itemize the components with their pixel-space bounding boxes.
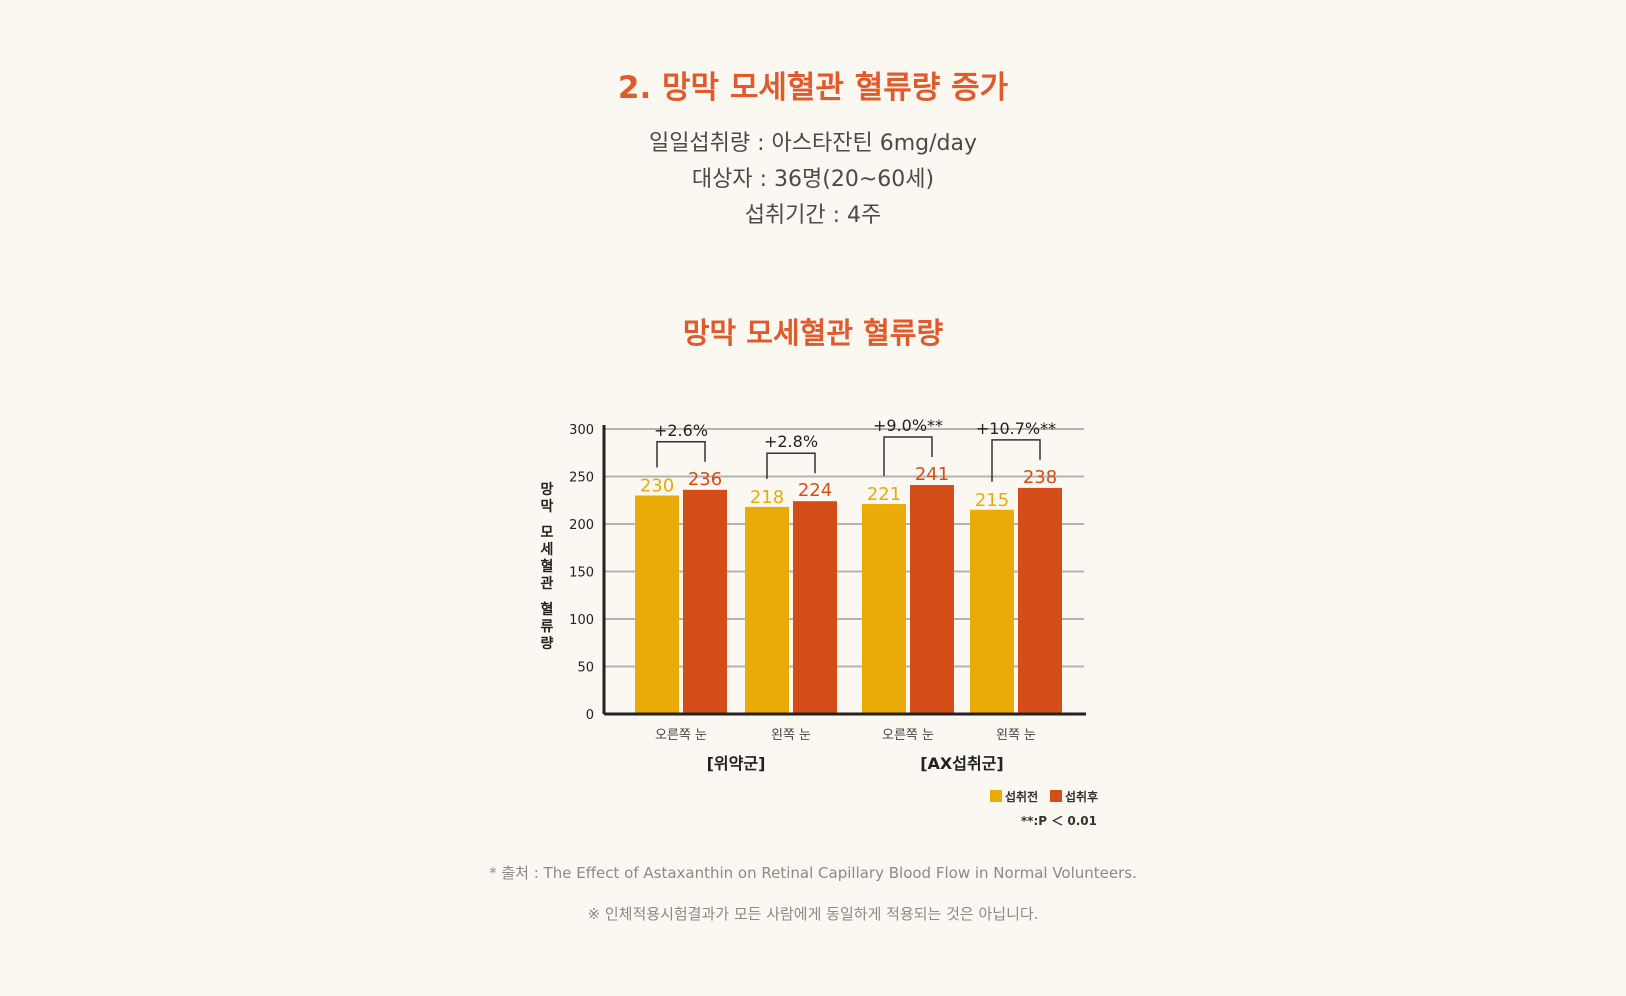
significance-bracket xyxy=(883,436,933,477)
bar-before xyxy=(745,506,789,714)
source-citation: * 출처 : The Effect of Astaxanthin on Reti… xyxy=(489,864,1137,882)
bar-before xyxy=(970,509,1014,714)
bar-before xyxy=(862,504,906,714)
value-label-before: 218 xyxy=(750,487,784,508)
significance-bracket xyxy=(991,439,1041,482)
y-tick-label: 0 xyxy=(586,708,594,723)
y-axis-label-char: 량 xyxy=(541,636,554,652)
legend-swatch-before xyxy=(990,790,1002,802)
y-tick-label: 100 xyxy=(569,613,594,628)
y-tick-label: 150 xyxy=(569,566,594,581)
y-tick-label: 200 xyxy=(569,518,594,533)
y-axis-label-char: 모 xyxy=(541,525,554,541)
y-tick-label: 300 xyxy=(569,423,594,438)
bar-after xyxy=(1018,487,1062,714)
y-tick-label: 50 xyxy=(577,661,594,676)
group-label: [AX섭취군] xyxy=(920,754,1004,773)
x-category-label: 왼쪽 눈 xyxy=(996,728,1036,743)
legend-label-after: 섭취후 xyxy=(1065,789,1098,804)
value-label-after: 236 xyxy=(688,469,722,490)
subjects-text: 대상자 : 36명(20~60세) xyxy=(691,167,935,192)
y-axis-label-char: 세 xyxy=(541,542,554,558)
y-axis-label-char: 막 xyxy=(541,498,554,515)
value-label-before: 215 xyxy=(975,490,1009,511)
daily-intake-text: 일일섭취량 : 아스타잔틴 6mg/day xyxy=(648,131,978,156)
value-label-after: 238 xyxy=(1023,467,1057,488)
chart-title: 망막 모세혈관 혈류량 xyxy=(682,316,944,350)
change-annotation: +2.8% xyxy=(764,432,818,451)
x-category-label: 오른쪽 눈 xyxy=(655,728,707,743)
y-axis-label-char: 망 xyxy=(541,481,554,498)
y-axis-label-char: 혈 xyxy=(541,601,554,618)
y-axis-label-char: 혈 xyxy=(541,558,554,575)
x-category-label: 오른쪽 눈 xyxy=(882,728,934,743)
study-info: 일일섭취량 : 아스타잔틴 6mg/day 대상자 : 36명(20~60세) … xyxy=(0,126,1626,234)
significance-note: **:P ＜ 0.01 xyxy=(1021,814,1097,828)
value-label-after: 241 xyxy=(915,464,949,485)
duration-text: 섭취기간 : 4주 xyxy=(744,203,882,228)
disclaimer-note: ※ 인체적용시험결과가 모든 사람에게 동일하게 적용되는 것은 아닙니다. xyxy=(587,905,1039,923)
legend-label-before: 섭취전 xyxy=(1005,789,1038,804)
value-label-before: 230 xyxy=(640,476,674,497)
value-label-before: 221 xyxy=(867,484,901,505)
significance-bracket xyxy=(656,441,706,468)
y-tick-label: 250 xyxy=(569,471,594,486)
y-axis-label-char: 류 xyxy=(541,619,554,635)
bar-after xyxy=(910,485,954,714)
significance-bracket xyxy=(766,452,816,479)
value-label-after: 224 xyxy=(798,480,832,501)
bar-before xyxy=(635,495,679,714)
change-annotation: +10.7%** xyxy=(976,419,1056,438)
x-category-label: 왼쪽 눈 xyxy=(771,728,811,743)
group-label: [위약군] xyxy=(707,754,766,773)
bar-after xyxy=(793,501,837,714)
legend-swatch-after xyxy=(1050,790,1062,802)
change-annotation: +2.6% xyxy=(654,421,708,440)
y-axis-label-char: 관 xyxy=(541,575,554,592)
page-heading: 2. 망막 모세혈관 혈류량 증가 xyxy=(617,70,1009,106)
bar-after xyxy=(683,489,727,714)
change-annotation: +9.0%** xyxy=(873,416,943,435)
